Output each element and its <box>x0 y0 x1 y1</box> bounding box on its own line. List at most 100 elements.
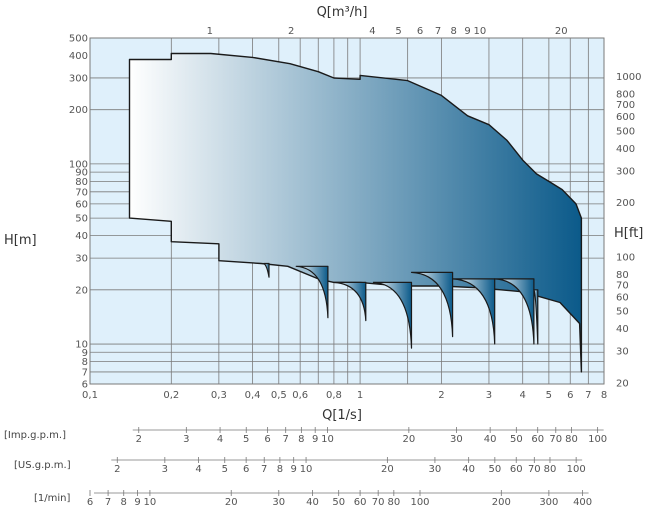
scale-tick-label: 2 <box>136 434 142 445</box>
y-tick-label: 7 <box>82 367 88 378</box>
scale-tick-label: 200 <box>492 497 511 508</box>
envelope-lobe <box>452 278 496 345</box>
scale-tick-label: 4 <box>217 434 223 445</box>
y-tick-label: 9 <box>82 348 88 359</box>
y-axis-right-title: H[ft] <box>614 226 643 241</box>
x-top-tick-label: 2 <box>288 26 294 37</box>
envelope-lobe <box>533 289 539 345</box>
y-tick-label: 400 <box>69 51 88 62</box>
y-right-tick-label: 50 <box>616 307 629 318</box>
y-right-tick-label: 400 <box>616 144 635 155</box>
x-top-tick-label: 4 <box>369 26 375 37</box>
scale-tick-label: 9 <box>291 464 297 475</box>
scale-tick-label: 80 <box>387 497 400 508</box>
scale-unit-label: [1/min] <box>34 493 70 504</box>
scale-tick-label: 7 <box>105 497 111 508</box>
scale-tick-label: 70 <box>372 497 385 508</box>
y-tick-label: 80 <box>75 177 88 188</box>
scale-tick-label: 5 <box>243 434 249 445</box>
scale-tick-label: 10 <box>144 497 157 508</box>
y-tick-label: 20 <box>75 285 88 296</box>
x-tick-label: 0,6 <box>292 390 308 401</box>
y-right-tick-label: 20 <box>616 378 629 389</box>
scale-tick-label: 9 <box>312 434 318 445</box>
scale-tick-label: 50 <box>332 497 345 508</box>
y-tick-label: 300 <box>69 73 88 84</box>
envelope-lobe <box>410 271 454 338</box>
y-right-tick-label: 700 <box>616 100 635 111</box>
x-tick-label: 6 <box>567 390 573 401</box>
x-tick-label: 7 <box>585 390 591 401</box>
y-tick-label: 90 <box>75 168 88 179</box>
scale-tick-label: 50 <box>488 464 501 475</box>
scale-tick-label: 50 <box>510 434 523 445</box>
y-tick-label: 30 <box>75 254 88 265</box>
scale-tick-label: 6 <box>243 464 249 475</box>
scale-tick-label: 60 <box>354 497 367 508</box>
scale-tick-label: 7 <box>261 464 267 475</box>
scale-tick-label: 70 <box>528 464 541 475</box>
x-tick-label: 1 <box>357 390 363 401</box>
scale-tick-label: 300 <box>539 497 558 508</box>
y-tick-label: 500 <box>69 34 88 45</box>
scale-tick-label: 8 <box>121 497 127 508</box>
y-right-tick-label: 300 <box>616 166 635 177</box>
secondary-flow-scales: [Imp.g.p.m.] 2 3 4 5 6 7 8 9 10 20 30 40 50 60 70 80 100[… <box>4 427 607 508</box>
y-right-tick-label: 80 <box>616 270 629 281</box>
y-tick-label: 6 <box>82 380 88 391</box>
scale-unit-label: [US.g.p.m.] <box>14 460 71 471</box>
scale-tick-label: 30 <box>429 464 442 475</box>
scale-tick-label: 8 <box>298 434 304 445</box>
scale-tick-label: 10 <box>321 434 334 445</box>
scale-tick-label: 30 <box>450 434 463 445</box>
y-tick-label: 200 <box>69 105 88 116</box>
x-tick-label: 0,8 <box>326 390 342 401</box>
x-tick-label: 0,4 <box>245 390 261 401</box>
y-right-tick-label: 40 <box>616 324 629 335</box>
scale-tick-label: 20 <box>402 434 415 445</box>
y-right-tick-label: 70 <box>616 280 629 291</box>
performance-envelope <box>128 52 583 373</box>
x-top-tick-label: 7 <box>435 26 441 37</box>
x-tick-label: 0,1 <box>82 390 98 401</box>
x-tick-label: 0,3 <box>211 390 227 401</box>
x-top-tick-label: 9 <box>464 26 470 37</box>
scale-tick-label: 5 <box>222 464 228 475</box>
scale-unit-label: [Imp.g.p.m.] <box>4 430 66 441</box>
scale-tick-label: 7 <box>283 434 289 445</box>
y-right-tick-label: 1000 <box>616 72 641 83</box>
scale-tick-label: 3 <box>183 434 189 445</box>
y-tick-label: 60 <box>75 199 88 210</box>
x-axis-title: Q[1/s] <box>322 408 362 423</box>
envelope-lobe <box>333 281 367 322</box>
y-right-tick-label: 100 <box>616 252 635 263</box>
scale-tick-label: 400 <box>573 497 592 508</box>
x-tick-label: 8 <box>601 390 607 401</box>
plot-frame <box>89 37 605 385</box>
scale-tick-label: 70 <box>549 434 562 445</box>
y-right-tick-label: 800 <box>616 90 635 101</box>
scale-tick-label: 100 <box>410 497 429 508</box>
y-right-tick-label: 600 <box>616 112 635 123</box>
scale-tick-label: 3 <box>162 464 168 475</box>
envelope-lobe <box>372 281 413 349</box>
scale-tick-label: 4 <box>195 464 201 475</box>
scale-tick-label: 9 <box>134 497 140 508</box>
y-right-tick-label: 200 <box>616 198 635 209</box>
envelope-lobe <box>295 265 329 319</box>
envelope-lobe <box>494 278 535 345</box>
scale-tick-label: 8 <box>277 464 283 475</box>
scale-tick-label: 100 <box>588 434 607 445</box>
y-right-tick-label: 60 <box>616 292 629 303</box>
scale-tick-label: 40 <box>484 434 497 445</box>
x-tick-label: 3 <box>486 390 492 401</box>
scale-tick-label: 6 <box>264 434 270 445</box>
y-right-tick-label: 30 <box>616 347 629 358</box>
scale-tick-label: 100 <box>567 464 586 475</box>
scale-tick-label: 80 <box>565 434 578 445</box>
y-right-tick-label: 500 <box>616 126 635 137</box>
scale-tick-label: 20 <box>225 497 238 508</box>
scale-tick-label: 30 <box>272 497 285 508</box>
y-tick-label: 50 <box>75 214 88 225</box>
x-top-tick-label: 20 <box>555 26 568 37</box>
